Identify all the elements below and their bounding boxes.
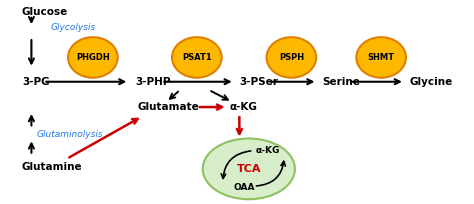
- Text: Glutamate: Glutamate: [138, 102, 200, 112]
- Text: Glutamine: Glutamine: [22, 162, 82, 172]
- Text: PSAT1: PSAT1: [182, 53, 212, 62]
- Text: α-KG: α-KG: [255, 146, 280, 155]
- Text: Glucose: Glucose: [22, 7, 68, 17]
- Ellipse shape: [266, 37, 316, 78]
- Text: TCA: TCA: [237, 164, 261, 174]
- Text: Glycolysis: Glycolysis: [50, 22, 96, 32]
- Ellipse shape: [356, 37, 406, 78]
- Text: α-KG: α-KG: [230, 102, 258, 112]
- Ellipse shape: [203, 139, 295, 199]
- Text: 3-PHP: 3-PHP: [136, 77, 171, 87]
- Text: OAA: OAA: [233, 183, 255, 192]
- Ellipse shape: [172, 37, 222, 78]
- Ellipse shape: [68, 37, 118, 78]
- Text: 3-PSer: 3-PSer: [239, 77, 278, 87]
- Text: PHGDH: PHGDH: [76, 53, 109, 62]
- Text: SHMT: SHMT: [368, 53, 395, 62]
- Text: PSPH: PSPH: [279, 53, 304, 62]
- Text: Serine: Serine: [322, 77, 360, 87]
- Text: Glycine: Glycine: [410, 77, 453, 87]
- Text: 3-PG: 3-PG: [22, 77, 50, 87]
- Text: Glutaminolysis: Glutaminolysis: [36, 130, 103, 139]
